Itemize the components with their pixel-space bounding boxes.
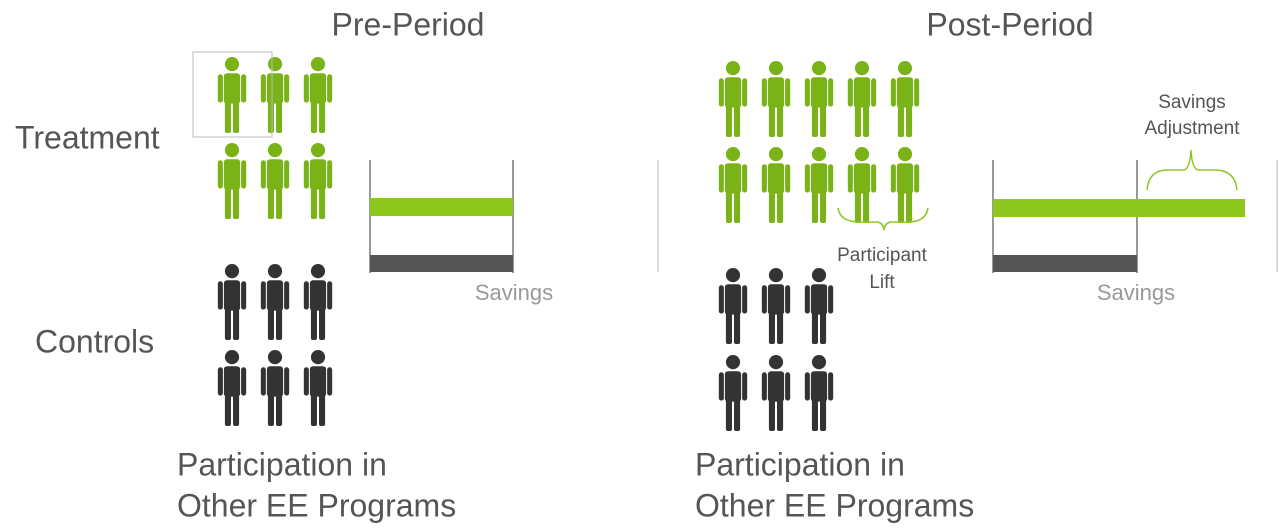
annotation: Adjustment	[1144, 118, 1240, 139]
person-icon	[890, 61, 920, 137]
person-icon	[804, 355, 834, 431]
person-icon	[217, 57, 247, 133]
person-icon	[761, 147, 791, 223]
person-icon	[260, 264, 290, 340]
person-icon	[761, 268, 791, 344]
person-icon	[761, 355, 791, 431]
caption: Participation in	[177, 446, 387, 482]
person-icon	[260, 57, 290, 133]
annotation: Savings	[1158, 92, 1226, 113]
person-icon	[260, 350, 290, 426]
person-icon	[260, 143, 290, 219]
person-icon	[847, 147, 877, 223]
person-icon	[804, 268, 834, 344]
savings-label: Savings	[475, 280, 553, 305]
person-icon	[761, 61, 791, 137]
person-icon	[303, 264, 333, 340]
person-icon	[718, 268, 748, 344]
person-icon	[303, 143, 333, 219]
person-icon	[217, 143, 247, 219]
pre-bars	[369, 160, 514, 273]
person-icon	[804, 147, 834, 223]
brace	[1146, 149, 1238, 191]
row-label: Controls	[35, 323, 154, 359]
person-icon	[718, 355, 748, 431]
caption: Participation in	[695, 446, 905, 482]
person-icon	[718, 61, 748, 137]
person-icon	[217, 264, 247, 340]
person-icon	[303, 57, 333, 133]
savings-label: Savings	[1097, 280, 1175, 305]
person-icon	[303, 350, 333, 426]
pre-title: Pre-Period	[332, 6, 485, 42]
annotation: Participant	[837, 245, 927, 266]
person-icon	[718, 147, 748, 223]
annotation: Lift	[869, 272, 895, 293]
highlight-box	[192, 51, 273, 138]
row-label: Treatment	[15, 119, 160, 155]
caption: Other EE Programs	[177, 487, 456, 523]
post-bars	[992, 160, 1245, 273]
person-icon	[804, 61, 834, 137]
person-icon	[890, 147, 920, 223]
brace	[837, 207, 929, 231]
post-title: Post-Period	[926, 6, 1093, 42]
caption: Other EE Programs	[695, 487, 974, 523]
person-icon	[847, 61, 877, 137]
people	[217, 57, 920, 431]
person-icon	[217, 350, 247, 426]
